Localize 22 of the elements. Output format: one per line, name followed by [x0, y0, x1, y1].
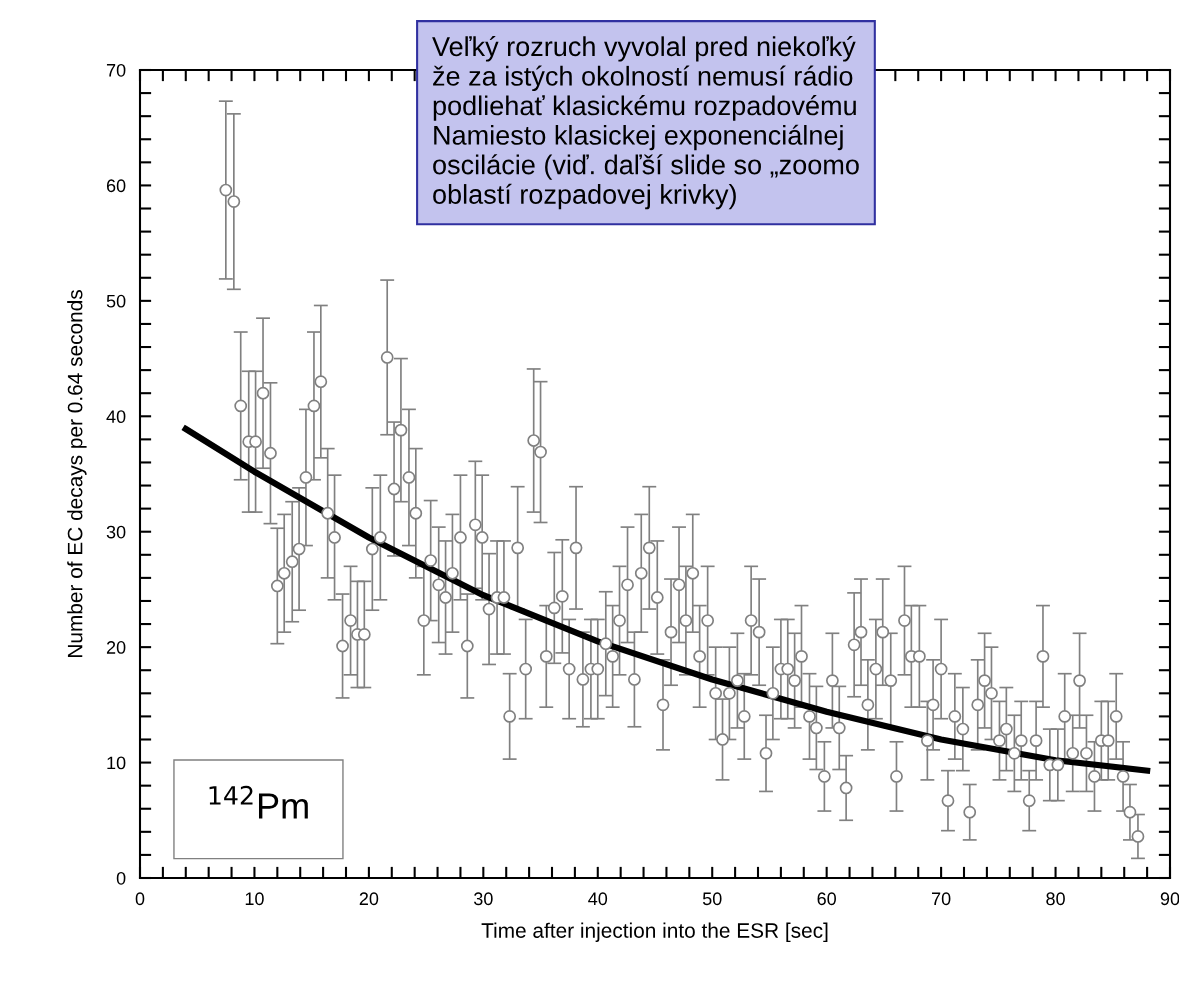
x-tick-label: 30	[473, 892, 493, 906]
annotation: Veľký rozruch vyvolal pred niekoľký že za istých okolností nemusí rádio podliehať klasickému rozpadovému Namiesto klasickej exponenciálnej oscilácie (viď. daľší slide so „zoomo oblastí rozpadovej krivky)	[432, 36, 859, 210]
y-tick-label: 0	[116, 871, 126, 885]
x-tick-label: 50	[702, 892, 722, 906]
x-tick-label: 80	[1046, 892, 1065, 906]
y-axis-title: Number of EC decays per 0.64 seconds	[67, 290, 87, 657]
x-tick-label: 90	[1160, 892, 1179, 906]
y-tick-label: 20	[106, 641, 126, 654]
y-tick-label: 60	[106, 179, 126, 193]
x-tick-label: 70	[932, 892, 951, 906]
y-tick-label: 70	[106, 63, 126, 77]
x-axis-title: Time after injection into the ESR [sec]	[481, 922, 828, 943]
x-tick-label: 10	[245, 892, 264, 906]
y-tick-label: 30	[106, 525, 126, 539]
annotation: $^{142}$Pm	[209, 785, 308, 819]
x-tick-label: 40	[588, 892, 608, 906]
x-tick-label: 20	[359, 892, 379, 906]
x-tick-label: 0	[135, 892, 145, 906]
y-tick-label: 50	[106, 294, 126, 308]
x-tick-label: 60	[817, 892, 836, 906]
y-tick-label: 40	[106, 410, 126, 424]
y-tick-label: 10	[107, 756, 126, 770]
